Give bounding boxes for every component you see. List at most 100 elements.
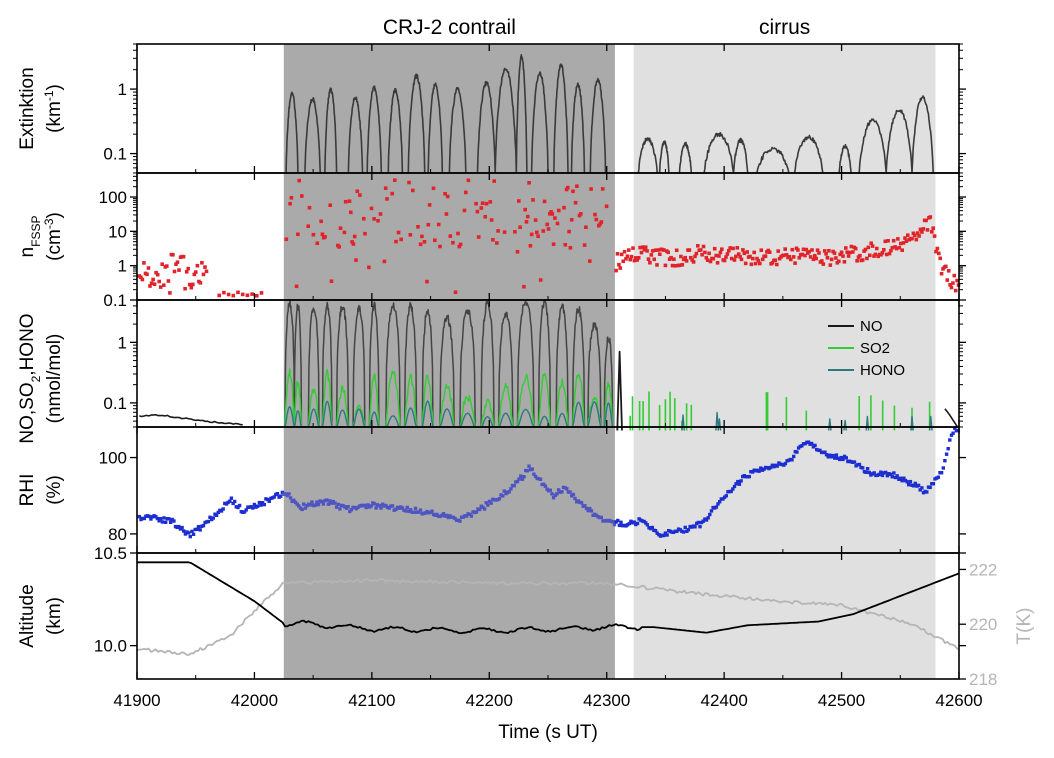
y-label-rhi-line1: RHI <box>17 474 38 507</box>
rhi-point-371 <box>747 474 751 479</box>
rhi-point-275 <box>589 509 594 513</box>
rhi-point-475 <box>918 488 922 492</box>
nfssp-point-57 <box>289 196 294 200</box>
nfssp-point-111 <box>433 238 437 243</box>
nfssp-point-58 <box>294 284 299 289</box>
rhi-point-498 <box>956 428 960 433</box>
rhi-point-494 <box>949 433 954 437</box>
nfssp-point-244 <box>690 258 694 262</box>
rhi-point-70 <box>252 502 257 507</box>
nfssp-point-309 <box>782 253 786 258</box>
rhi-point-167 <box>412 510 416 514</box>
rhi-point-309 <box>645 523 649 527</box>
rhi-point-260 <box>565 487 569 491</box>
y-tick-label-trace_gases-1: 1 <box>118 333 127 352</box>
nfssp-point-112 <box>436 222 441 227</box>
rhi-point-68 <box>249 505 253 509</box>
nfssp-point-384 <box>887 251 892 256</box>
nfssp-point-49 <box>236 290 240 295</box>
nfssp-point-381 <box>883 239 888 244</box>
rhi-point-86 <box>279 494 283 498</box>
nfssp-point-125 <box>466 178 471 183</box>
nfssp-point-201 <box>629 254 634 259</box>
rhi-point-338 <box>693 525 697 529</box>
nfssp-point-100 <box>407 180 411 185</box>
nfssp-point-290 <box>755 256 759 261</box>
rhi-point-111 <box>320 500 324 504</box>
rhi-point-127 <box>346 505 350 509</box>
rhi-point-137 <box>362 503 367 507</box>
rhi-point-468 <box>907 483 911 487</box>
nfssp-point-272 <box>729 256 734 261</box>
nfssp-point-50 <box>240 292 245 297</box>
rhi-point-444 <box>867 470 871 475</box>
rhi-point-455 <box>885 474 890 478</box>
y-tick-label-nfssp-3: 100 <box>99 188 127 207</box>
y-label-part: (km <box>44 101 65 133</box>
nfssp-point-389 <box>894 246 899 251</box>
nfssp-point-36 <box>192 272 197 277</box>
y-label-part: -1 <box>42 90 56 101</box>
rhi-point-32 <box>190 529 194 534</box>
rhi-point-186 <box>443 514 447 518</box>
nfssp-point-140 <box>513 230 517 234</box>
nfssp-point-158 <box>545 222 549 227</box>
rhi-point-108 <box>315 500 319 504</box>
nfssp-point-2 <box>140 277 145 282</box>
nfssp-point-349 <box>838 252 842 257</box>
rhi-point-73 <box>257 500 262 505</box>
nfssp-point-282 <box>743 261 748 266</box>
rhi-point-422 <box>831 453 835 458</box>
nfssp-point-421 <box>939 271 944 276</box>
nfssp-point-232 <box>673 264 678 268</box>
nfssp-point-360 <box>853 246 858 251</box>
nfssp-point-293 <box>759 248 764 252</box>
y-label-part: (nmol/mol) <box>44 334 65 424</box>
nfssp-point-216 <box>650 249 655 253</box>
hono-line <box>284 400 933 431</box>
nfssp-point-183 <box>593 212 597 217</box>
rhi-point-168 <box>413 506 418 511</box>
rhi-point-481 <box>928 485 932 490</box>
rhi-point-343 <box>701 519 705 523</box>
rhi-point-55 <box>228 499 232 503</box>
rhi-point-192 <box>453 516 457 521</box>
y-label-part: (cm <box>44 229 65 261</box>
rhi-point-65 <box>244 508 248 512</box>
nfssp-point-31 <box>184 270 189 274</box>
rhi-point-483 <box>931 482 936 486</box>
nfssp-point-59 <box>296 232 300 237</box>
rhi-point-272 <box>584 506 589 511</box>
nfssp-point-254 <box>704 255 709 260</box>
y-label-part: ) <box>44 84 65 90</box>
nfssp-point-190 <box>614 268 618 273</box>
nfssp-point-405 <box>917 234 921 238</box>
nfssp-point-61 <box>300 194 304 198</box>
nfssp-point-132 <box>484 201 489 206</box>
nfssp-point-67 <box>320 232 325 236</box>
nfssp-point-345 <box>832 251 837 255</box>
region-label-0: CRJ-2 contrail <box>383 16 516 39</box>
nfssp-point-167 <box>562 205 566 210</box>
nfssp-point-400 <box>910 236 914 241</box>
rhi-point-427 <box>839 455 843 460</box>
nfssp-point-393 <box>900 248 904 252</box>
nfssp-point-101 <box>408 233 413 237</box>
rhi-point-232 <box>519 474 523 478</box>
nfssp-point-387 <box>891 238 896 243</box>
nfssp-point-44 <box>204 269 209 274</box>
rhi-point-492 <box>946 447 950 451</box>
nfssp-point-154 <box>536 234 540 238</box>
so2-line-contrail <box>284 368 614 427</box>
rhi-point-100 <box>302 502 306 506</box>
rhi-point-467 <box>905 480 909 484</box>
nfssp-point-149 <box>528 244 533 248</box>
nfssp-point-108 <box>426 222 431 227</box>
nfssp-point-34 <box>189 285 194 290</box>
rhi-point-293 <box>619 520 623 524</box>
nfssp-point-253 <box>703 250 707 255</box>
nfssp-point-63 <box>307 205 312 210</box>
y-tick-label-altitude-1: 10.5 <box>94 544 127 563</box>
nfssp-point-5 <box>145 272 149 277</box>
x-tick-label-0: 41900 <box>113 691 160 710</box>
